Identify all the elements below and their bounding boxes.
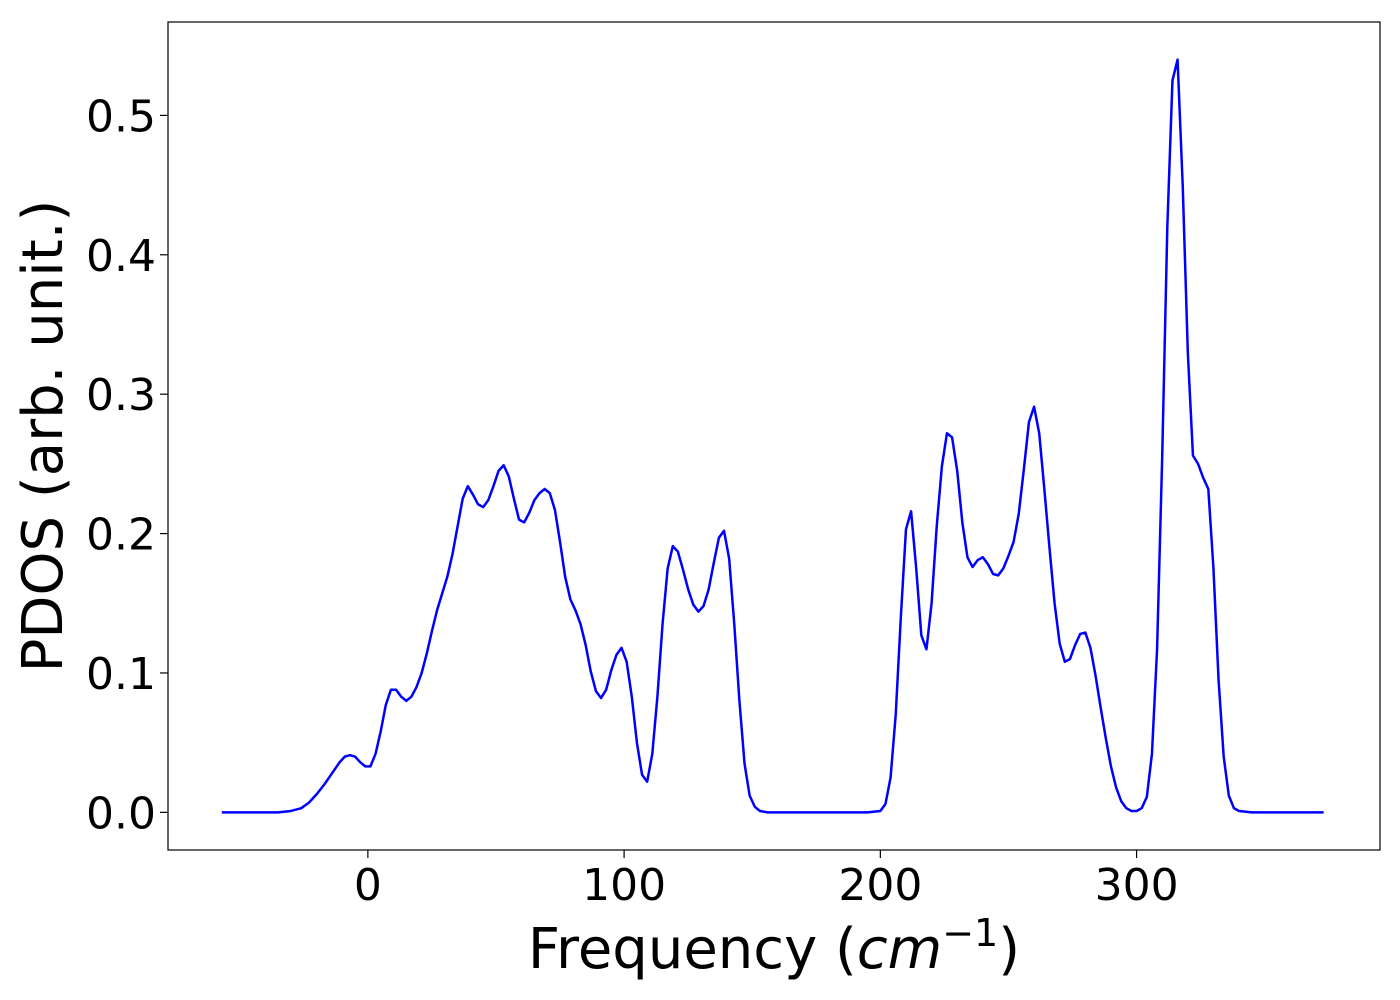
x-axis-label-suffix: ) <box>998 917 1020 982</box>
x-tick-label: 0 <box>354 860 382 911</box>
x-axis-label-prefix: Frequency ( <box>528 917 857 982</box>
x-tick-label: 200 <box>838 860 922 911</box>
x-tick-label: 100 <box>582 860 666 911</box>
y-tick-label: 0.3 <box>86 370 156 421</box>
x-axis-label: Frequency (cm−1) <box>528 911 1020 982</box>
y-tick-label: 0.5 <box>86 91 156 142</box>
y-tick-label: 0.2 <box>86 510 156 561</box>
y-axis-label: PDOS (arb. unit.) <box>11 200 76 673</box>
x-axis-label-exponent: −1 <box>942 911 998 955</box>
x-axis-ticks: 0 100 200 300 <box>354 850 1179 911</box>
x-axis-label-unit: cm <box>857 917 942 982</box>
y-tick-label: 0.1 <box>86 649 156 700</box>
pdos-series-line <box>221 58 1324 814</box>
plot-frame <box>167 21 1381 851</box>
x-tick-label: 300 <box>1095 860 1179 911</box>
y-axis-ticks: 0.0 0.1 0.2 0.3 0.4 0.5 <box>86 91 168 839</box>
plot-area <box>221 58 1324 814</box>
y-tick-label: 0.0 <box>86 788 156 839</box>
y-tick-label: 0.4 <box>86 231 156 282</box>
